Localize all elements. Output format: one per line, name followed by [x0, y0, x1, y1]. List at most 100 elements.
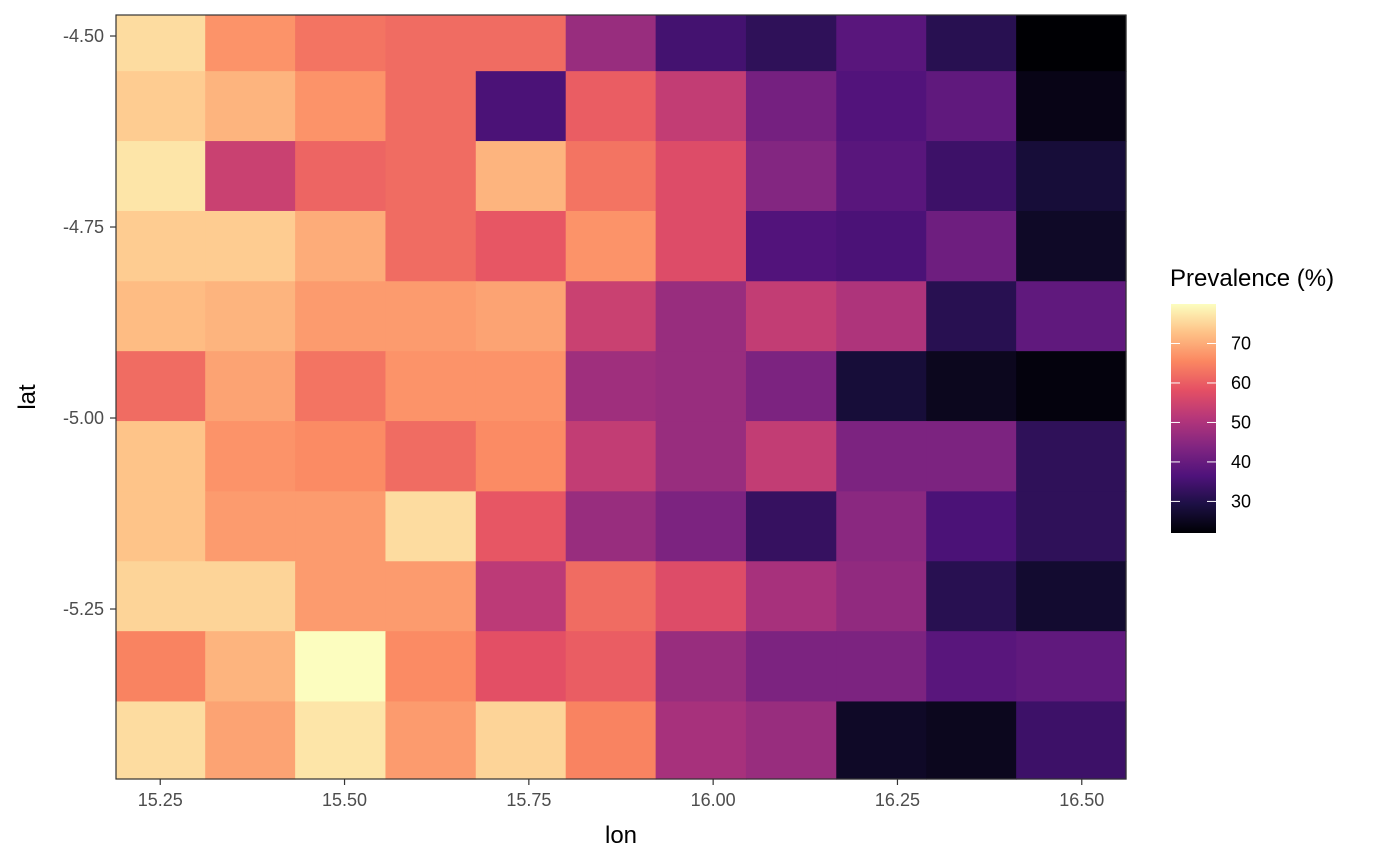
heatmap-cell	[836, 491, 927, 562]
heatmap-cell	[655, 210, 747, 282]
heatmap-cell	[565, 71, 657, 142]
heatmap-cell	[926, 561, 1017, 632]
heatmap-cell	[385, 631, 477, 703]
heatmap-cell	[295, 631, 387, 703]
heatmap-cell	[745, 15, 837, 72]
heatmap-cell	[475, 141, 567, 212]
y-axis-title: lat	[14, 384, 41, 410]
heatmap-cell	[385, 701, 477, 780]
y-tick-label: -5.25	[63, 599, 104, 619]
heatmap-cell	[836, 281, 927, 352]
heatmap-cell	[385, 491, 477, 562]
x-tick-label: 16.00	[691, 790, 736, 810]
legend-tick-label: 70	[1231, 333, 1251, 353]
heatmap-cell	[295, 421, 387, 492]
legend-colorbar	[1171, 304, 1216, 533]
x-tick-label: 16.50	[1059, 790, 1104, 810]
heatmap-cell	[1016, 491, 1127, 562]
heatmap-cell	[116, 141, 206, 212]
heatmap-cell	[295, 281, 387, 352]
heatmap-cell	[1016, 351, 1127, 422]
heatmap-cell	[475, 561, 567, 632]
heatmap-cell	[116, 351, 206, 422]
heatmap-cell	[926, 71, 1017, 142]
heatmap-cell	[565, 210, 657, 282]
heatmap-cell	[836, 701, 927, 780]
heatmap-cell	[385, 561, 477, 632]
legend-tick-label: 50	[1231, 412, 1251, 432]
legend-ticks: 30 40 50 60 70	[1171, 333, 1251, 511]
heatmap-cell	[1016, 15, 1127, 72]
heatmap-cell	[836, 561, 927, 632]
heatmap-cell	[836, 351, 927, 422]
heatmap-cell	[745, 141, 837, 212]
heatmap-cell	[745, 631, 837, 703]
y-tick-label: -4.50	[63, 26, 104, 46]
heatmap-cell	[655, 701, 747, 780]
x-tick-label: 15.50	[322, 790, 367, 810]
heatmap-cell	[565, 631, 657, 703]
heatmap-cell	[1016, 141, 1127, 212]
heatmap-cell	[565, 281, 657, 352]
heatmap-cell	[655, 141, 747, 212]
heatmap-cell	[205, 281, 296, 352]
heatmap-cell	[926, 351, 1017, 422]
legend-tick-label: 30	[1231, 491, 1251, 511]
heatmap-cell	[926, 15, 1017, 72]
heatmap-cell	[655, 421, 747, 492]
heatmap-cell	[205, 15, 296, 72]
heatmap-cell	[926, 141, 1017, 212]
legend-tick-label: 40	[1231, 452, 1251, 472]
heatmap-cell	[565, 351, 657, 422]
heatmap-cell	[565, 421, 657, 492]
heatmap-cell	[205, 421, 296, 492]
heatmap-cell	[836, 15, 927, 72]
heatmap-cell	[745, 210, 837, 282]
y-tick-label: -4.75	[63, 217, 104, 237]
heatmap-cell	[655, 71, 747, 142]
panel-border	[115, 14, 1127, 780]
heatmap-cell	[116, 71, 206, 142]
heatmap-cell	[745, 561, 837, 632]
heatmap-cell	[1016, 210, 1127, 282]
heatmap-cell	[655, 281, 747, 352]
x-axis: 15.25 15.50 15.75 16.00 16.25 16.50	[138, 779, 1104, 810]
heatmap-cells	[116, 15, 1127, 780]
heatmap-cell	[745, 491, 837, 562]
heatmap-cell	[475, 701, 567, 780]
heatmap-cell	[655, 631, 747, 703]
heatmap-cell	[745, 281, 837, 352]
heatmap-cell	[205, 71, 296, 142]
heatmap-cell	[116, 561, 206, 632]
heatmap-cell	[205, 701, 296, 780]
heatmap-cell	[295, 141, 387, 212]
heatmap-cell	[655, 351, 747, 422]
heatmap-cell	[475, 631, 567, 703]
heatmap-cell	[295, 71, 387, 142]
heatmap-cell	[926, 491, 1017, 562]
heatmap-cell	[205, 631, 296, 703]
heatmap-cell	[295, 491, 387, 562]
heatmap-cell	[655, 491, 747, 562]
heatmap-cell	[205, 561, 296, 632]
heatmap-cell	[926, 281, 1017, 352]
heatmap-cell	[926, 701, 1017, 780]
heatmap-cell	[745, 701, 837, 780]
heatmap-cell	[295, 351, 387, 422]
heatmap-cell	[836, 71, 927, 142]
heatmap-cell	[745, 421, 837, 492]
heatmap-cell	[565, 491, 657, 562]
legend-tick-label: 60	[1231, 373, 1251, 393]
heatmap-cell	[385, 281, 477, 352]
heatmap-cell	[475, 71, 567, 142]
heatmap-cell	[116, 15, 206, 72]
heatmap-cell	[116, 281, 206, 352]
heatmap-cell	[836, 141, 927, 212]
heatmap-cell	[295, 701, 387, 780]
heatmap-cell	[385, 71, 477, 142]
heatmap-cell	[926, 421, 1017, 492]
heatmap-cell	[565, 561, 657, 632]
heatmap-cell	[116, 631, 206, 703]
heatmap-cell	[836, 421, 927, 492]
